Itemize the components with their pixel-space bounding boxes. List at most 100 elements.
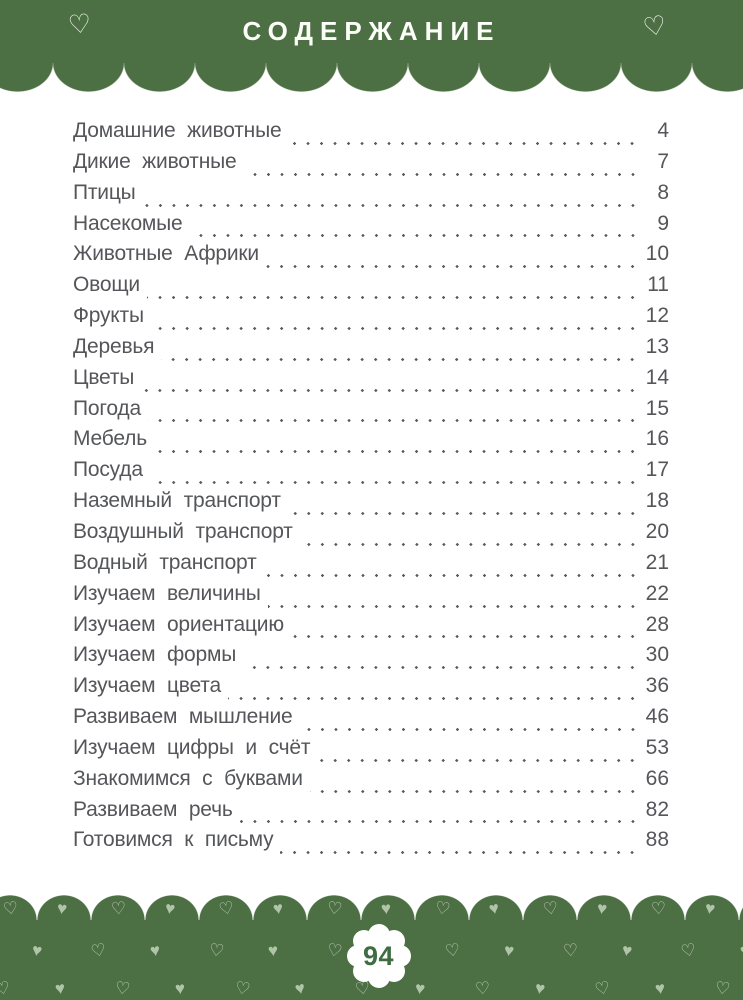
toc-entry-page-number: 11	[647, 273, 669, 297]
dotted-leader	[243, 660, 644, 675]
heart-icon: ♡	[640, 9, 669, 43]
toc-entry-label: Развиваем мышление	[73, 705, 293, 729]
header-scallop-edge	[0, 63, 743, 92]
flower-badge-shape	[346, 924, 411, 988]
dotted-leader	[288, 135, 644, 150]
toc-entry-label: Дикие животные	[73, 149, 237, 173]
dotted-leader	[287, 505, 644, 520]
toc-entry-label: Фрукты	[73, 304, 144, 328]
toc-entry[interactable]: Изучаем ориентацию 28	[73, 613, 669, 644]
dotted-leader	[150, 320, 644, 335]
toc-entry[interactable]: Овощи 11	[73, 273, 669, 305]
dotted-leader	[189, 228, 644, 243]
toc-entry-label: Готовимся к письму	[73, 828, 274, 852]
toc-entry-page-number: 7	[657, 149, 669, 173]
toc-entry-page-number: 9	[657, 211, 669, 235]
page-number: 94	[362, 940, 395, 971]
toc-entry-page-number: 88	[645, 828, 669, 852]
toc-entry[interactable]: Животные Африки 10	[73, 242, 669, 274]
toc-entry-label: Водный транспорт	[73, 550, 257, 574]
toc-entry-label: Домашние животные	[73, 119, 282, 142]
dotted-leader	[317, 752, 644, 767]
dotted-leader	[267, 598, 644, 613]
page-number-badge: 94	[346, 924, 411, 988]
toc-entry-label: Наземный транспорт	[73, 489, 281, 513]
toc-entry[interactable]: Домашние животные 4	[73, 119, 669, 150]
toc-entry[interactable]: Мебель 16	[73, 427, 669, 459]
toc-entry[interactable]: Посуда 17	[73, 458, 669, 490]
toc-entry-page-number: 10	[645, 242, 669, 266]
toc-entry-page-number: 12	[645, 304, 669, 328]
toc-entry-label: Изучаем ориентацию	[73, 612, 284, 636]
toc-entry[interactable]: Изучаем цифры и счёт 53	[73, 736, 669, 767]
toc-entry-page-number: 16	[645, 427, 669, 451]
toc-entry-label: Изучаем цифры и счёт	[73, 735, 311, 759]
toc-entry[interactable]: Изучаем формы 30	[73, 643, 669, 675]
toc-entry-page-number: 4	[657, 119, 669, 142]
toc-entry[interactable]: Развиваем мышление 46	[73, 705, 669, 736]
toc-entry[interactable]: Погода 15	[73, 397, 669, 428]
toc-entry-label: Животные Африки	[73, 242, 259, 266]
dotted-leader	[280, 845, 644, 860]
toc-entry-page-number: 15	[645, 396, 669, 420]
toc-entry-page-number: 14	[645, 365, 669, 389]
toc-entry-page-number: 22	[645, 581, 669, 605]
toc-entry[interactable]: Птицы 8	[73, 181, 669, 212]
page-title: СОДЕРЖАНИЕ	[242, 16, 501, 46]
toc-entry-page-number: 20	[645, 519, 669, 543]
toc-entry-label: Птицы	[73, 180, 136, 204]
dotted-leader	[142, 197, 644, 212]
footer-scallop-edge	[0, 895, 743, 920]
toc-entry[interactable]: Наземный транспорт 18	[73, 489, 669, 520]
toc-entry-label: Изучаем цвета	[73, 674, 221, 698]
toc-entry-label: Цветы	[73, 365, 135, 389]
dotted-leader	[239, 814, 644, 829]
toc-entry-label: Посуда	[73, 458, 143, 482]
toc-entry-page-number: 17	[645, 458, 669, 482]
toc-entry[interactable]: Цветы 14	[73, 366, 669, 397]
toc-entry[interactable]: Деревья 13	[73, 335, 669, 366]
toc-entry-page-number: 53	[645, 735, 669, 759]
toc-entry-label: Погода	[73, 396, 141, 420]
toc-entry-page-number: 36	[645, 674, 669, 698]
toc-entry-label: Знакомимся с буквами	[73, 766, 303, 790]
toc-entry[interactable]: Фрукты 12	[73, 304, 669, 335]
toc-entry[interactable]: Дикие животные 7	[73, 150, 669, 181]
toc-entry-page-number: 82	[645, 797, 669, 821]
footer-band: ♡♥♡♥♡♥♡♥♡♥♡♥♡♥♡♥♡♥♡♥♡♥♡♥♡♥♡♥♡♥♡♥♡♥♡♥♡♥♡♥…	[0, 895, 743, 1000]
toc-entry-label: Овощи	[73, 273, 140, 297]
dotted-leader	[153, 444, 644, 459]
dotted-leader	[299, 721, 644, 736]
toc-entry[interactable]: Изучаем цвета 36	[73, 674, 669, 706]
toc-entry-page-number: 21	[645, 550, 669, 574]
toc-entry[interactable]: Насекомые 9	[73, 212, 669, 243]
dotted-leader	[227, 691, 644, 706]
dotted-leader	[299, 536, 644, 551]
toc-entry-page-number: 66	[645, 766, 669, 790]
dotted-leader	[265, 259, 644, 274]
toc-entry[interactable]: Водный транспорт 21	[73, 551, 669, 582]
header-band	[0, 0, 743, 63]
dotted-leader	[146, 290, 644, 305]
toc-entry-page-number: 28	[645, 612, 669, 636]
toc-entry-label: Насекомые	[73, 211, 183, 235]
dotted-leader	[290, 629, 644, 644]
toc-entry-label: Развиваем речь	[73, 797, 233, 821]
toc-entry[interactable]: Развиваем речь 82	[73, 798, 669, 829]
dotted-leader	[149, 475, 644, 490]
toc-entry-label: Деревья	[73, 334, 155, 358]
toc-entry[interactable]: Изучаем величины 22	[73, 582, 669, 613]
toc-entry-page-number: 30	[645, 643, 669, 667]
toc-entry[interactable]: Воздушный транспорт 20	[73, 520, 669, 551]
toc-entry-label: Мебель	[73, 427, 147, 451]
toc-entry-page-number: 18	[645, 489, 669, 513]
toc-entry[interactable]: Знакомимся с буквами 66	[73, 767, 669, 798]
dotted-leader	[243, 166, 644, 181]
table-of-contents: Домашние животные 4 Дикие животные 7 Птицы 8 Н…	[73, 119, 669, 860]
dotted-leader	[161, 351, 644, 366]
toc-entry[interactable]: Готовимся к письму 88	[73, 828, 669, 860]
toc-entry-label: Изучаем величины	[73, 581, 261, 605]
dotted-leader	[141, 382, 644, 397]
toc-entry-label: Изучаем формы	[73, 643, 237, 667]
